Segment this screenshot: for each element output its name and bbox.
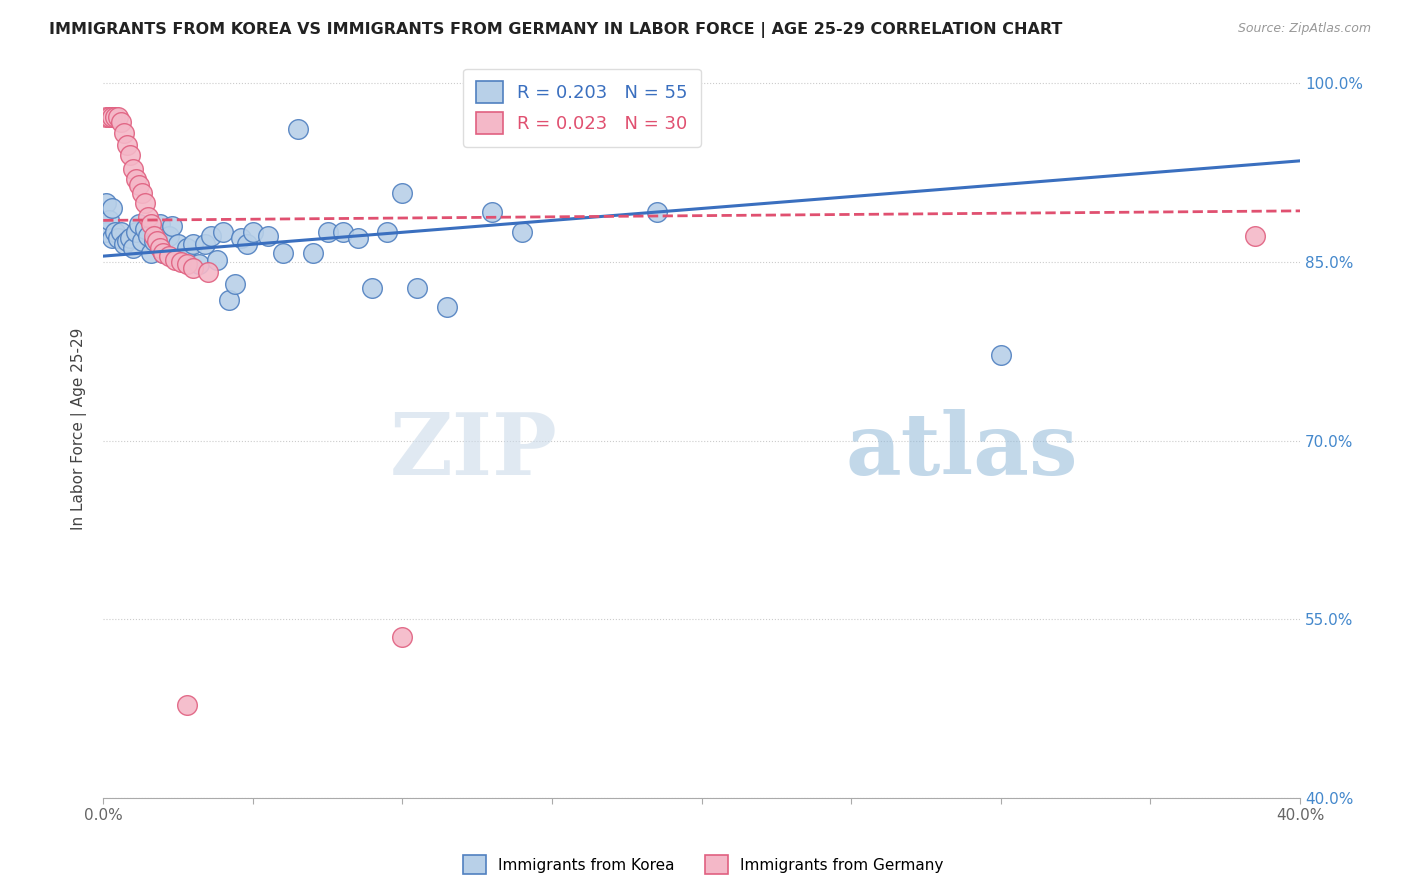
- Point: [332, 225, 354, 239]
- Point: [436, 301, 458, 315]
- Point: [149, 217, 172, 231]
- Point: [157, 249, 180, 263]
- Point: [645, 205, 668, 219]
- Point: [391, 186, 413, 200]
- Point: [481, 205, 503, 219]
- Point: [163, 252, 186, 267]
- Point: [131, 186, 153, 200]
- Point: [96, 110, 118, 124]
- Point: [218, 293, 240, 308]
- Point: [224, 277, 246, 291]
- Point: [107, 110, 129, 124]
- Point: [181, 260, 204, 275]
- Point: [1244, 228, 1267, 243]
- Point: [115, 138, 138, 153]
- Point: [96, 195, 118, 210]
- Point: [110, 225, 132, 239]
- Point: [197, 264, 219, 278]
- Y-axis label: In Labor Force | Age 25-29: In Labor Force | Age 25-29: [72, 327, 87, 530]
- Point: [125, 171, 148, 186]
- Point: [107, 231, 129, 245]
- Point: [146, 234, 169, 248]
- Point: [143, 234, 166, 248]
- Point: [212, 225, 235, 239]
- Text: atlas: atlas: [845, 409, 1078, 493]
- Point: [104, 225, 127, 239]
- Point: [122, 241, 145, 255]
- Text: Source: ZipAtlas.com: Source: ZipAtlas.com: [1237, 22, 1371, 36]
- Point: [176, 698, 198, 713]
- Text: ZIP: ZIP: [391, 409, 558, 493]
- Point: [157, 228, 180, 243]
- Legend: R = 0.203   N = 55, R = 0.023   N = 30: R = 0.203 N = 55, R = 0.023 N = 30: [464, 69, 700, 147]
- Point: [406, 281, 429, 295]
- Point: [134, 195, 156, 210]
- Point: [104, 110, 127, 124]
- Point: [110, 114, 132, 128]
- Point: [101, 202, 124, 216]
- Point: [101, 231, 124, 245]
- Point: [256, 228, 278, 243]
- Point: [131, 234, 153, 248]
- Point: [146, 228, 169, 243]
- Point: [134, 221, 156, 235]
- Point: [242, 225, 264, 239]
- Point: [287, 121, 309, 136]
- Point: [152, 245, 174, 260]
- Point: [990, 348, 1012, 362]
- Point: [115, 234, 138, 248]
- Point: [571, 110, 593, 124]
- Point: [120, 231, 142, 245]
- Point: [98, 110, 121, 124]
- Point: [188, 257, 211, 271]
- Point: [136, 228, 159, 243]
- Point: [152, 245, 174, 260]
- Point: [361, 281, 384, 295]
- Point: [139, 217, 162, 231]
- Point: [101, 110, 124, 124]
- Point: [510, 225, 533, 239]
- Point: [120, 148, 142, 162]
- Point: [181, 237, 204, 252]
- Point: [301, 245, 323, 260]
- Point: [167, 237, 190, 252]
- Point: [346, 231, 368, 245]
- Point: [143, 228, 166, 243]
- Point: [96, 225, 118, 239]
- Point: [139, 245, 162, 260]
- Point: [586, 110, 609, 124]
- Point: [194, 237, 217, 252]
- Point: [98, 213, 121, 227]
- Point: [149, 241, 172, 255]
- Point: [170, 255, 193, 269]
- Point: [316, 225, 339, 239]
- Point: [200, 228, 222, 243]
- Point: [176, 241, 198, 255]
- Point: [160, 219, 183, 234]
- Point: [391, 630, 413, 644]
- Point: [136, 210, 159, 224]
- Point: [112, 237, 135, 252]
- Point: [377, 225, 399, 239]
- Point: [112, 127, 135, 141]
- Text: IMMIGRANTS FROM KOREA VS IMMIGRANTS FROM GERMANY IN LABOR FORCE | AGE 25-29 CORR: IMMIGRANTS FROM KOREA VS IMMIGRANTS FROM…: [49, 22, 1063, 38]
- Point: [236, 237, 259, 252]
- Point: [176, 257, 198, 271]
- Point: [271, 245, 294, 260]
- Point: [128, 217, 150, 231]
- Point: [229, 231, 252, 245]
- Point: [125, 225, 148, 239]
- Legend: Immigrants from Korea, Immigrants from Germany: Immigrants from Korea, Immigrants from G…: [457, 849, 949, 880]
- Point: [173, 252, 195, 267]
- Point: [122, 162, 145, 177]
- Point: [205, 252, 228, 267]
- Point: [128, 178, 150, 192]
